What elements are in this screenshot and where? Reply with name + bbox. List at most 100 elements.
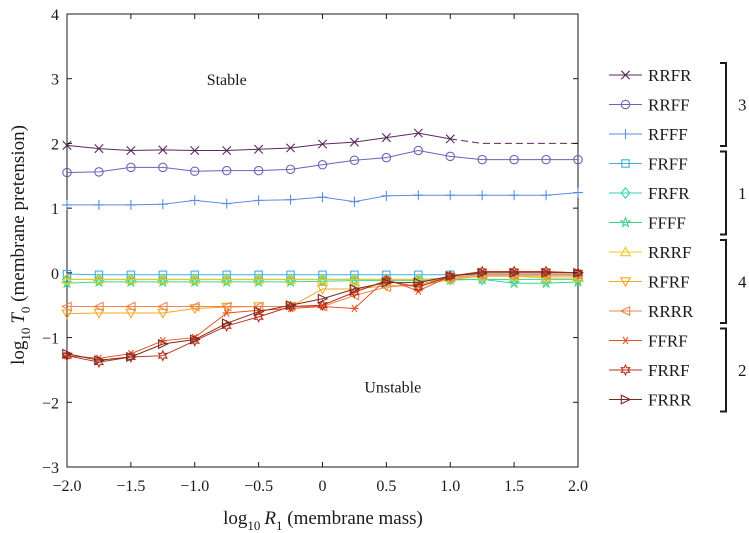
x-tick-label: −1.0: [180, 478, 209, 495]
data-point-rrff: [413, 145, 424, 156]
legend-group-label: 3: [738, 96, 747, 115]
data-point-rrff: [62, 167, 72, 178]
data-point-rrff: [126, 162, 136, 173]
data-point-rrff: [381, 152, 392, 163]
data-point-rfff: [189, 195, 200, 206]
y-axis-label: log10 T0 (membrane pretension): [8, 125, 33, 365]
data-point-frfr: [94, 273, 104, 286]
series-rrfr: [62, 128, 578, 156]
legend-group-label: 1: [738, 184, 747, 203]
data-point-rrff: [94, 167, 104, 177]
data-point-rrff: [317, 160, 328, 170]
data-point-frrr: [317, 293, 329, 304]
series-line-dashed-rrfr: [450, 138, 578, 144]
legend-label-rrff: RRFF: [648, 96, 690, 115]
y-axis-label-log-sub: 10: [18, 328, 33, 341]
data-point-rrfr: [349, 137, 360, 147]
legend-item-rrrr: RRRR: [609, 302, 694, 321]
x-tick-label: −0.5: [244, 478, 273, 495]
data-point-ffrf: [222, 309, 231, 317]
x-tick-label: 0.5: [376, 478, 396, 495]
data-point-frrr: [349, 283, 361, 295]
data-point-frff: [350, 270, 359, 280]
legend-marker-rrfr: [620, 70, 631, 80]
legend-group-bracket: [720, 239, 727, 324]
data-point-rfff: [125, 199, 136, 210]
data-point-rrfr: [158, 145, 168, 155]
legend-item-frff: FRFF: [609, 155, 688, 174]
y-tick-label: −3: [42, 460, 59, 477]
annotations: Stable Unstable: [207, 72, 422, 396]
legend-item-frrr: FRRR: [609, 391, 692, 410]
legend-label-rfrf: RFRF: [648, 273, 690, 292]
plot-area: [60, 13, 585, 468]
data-point-rrff: [285, 164, 296, 175]
series-line-rrfr: [66, 132, 451, 152]
data-point-rfff: [477, 190, 488, 201]
data-point-rfff: [541, 190, 552, 201]
series-line-rfrf: [66, 275, 578, 315]
data-point-rrrr: [188, 301, 200, 312]
data-point-frrr: [285, 300, 297, 311]
data-point-frfr: [285, 273, 296, 286]
series-line-ffff: [66, 278, 579, 284]
data-point-rrrf: [316, 273, 329, 284]
y-axis-label-log: log: [8, 340, 29, 365]
data-point-rrrf: [93, 273, 105, 284]
legend-item-frfr: FRFR: [609, 184, 690, 203]
data-point-rrrf: [284, 273, 297, 284]
legend-item-rfrf: RFRF: [609, 273, 690, 292]
plot-frame: [66, 13, 579, 468]
legend-item-rrrf: RRRF: [609, 243, 691, 262]
data-point-rrff: [477, 154, 487, 165]
data-point-rfff: [381, 190, 392, 201]
data-point-frfr: [349, 273, 360, 286]
x-axis-ticks: −2.0 −1.5 −1.0 −0.5 0 0.5 1.0 1.5 2.0: [52, 14, 588, 495]
y-tick-label: 0: [51, 266, 59, 283]
legend-marker-frff: [621, 159, 630, 168]
data-point-rrrf: [252, 273, 265, 284]
legend-item-rfff: RFFF: [609, 125, 688, 144]
data-point-frfr: [189, 273, 200, 286]
data-point-rrrf: [189, 273, 201, 284]
data-point-rrrr: [61, 301, 72, 312]
data-point-rrff: [190, 166, 200, 177]
data-point-frfr: [221, 273, 232, 286]
data-point-rrfr: [413, 128, 423, 138]
data-point-rfff: [93, 199, 104, 210]
legend-marker-rrrf: [619, 246, 632, 257]
x-axis-label: log10 R1 (membrane mass): [223, 508, 423, 533]
data-point-rrrr: [252, 301, 264, 312]
x-tick-label: 2.0: [568, 478, 588, 495]
data-point-rrrr: [156, 301, 168, 312]
legend-marker-rrrr: [619, 305, 631, 317]
legend-marker-frfr: [620, 186, 631, 200]
legend-label-frrr: FRRR: [648, 391, 692, 410]
series-rfff: [62, 187, 583, 210]
legend-marker-rfff: [620, 129, 631, 139]
data-point-frrr: [445, 271, 457, 282]
legend-marker-frrf: [620, 363, 631, 377]
legend-item-rrff: RRFF: [609, 96, 690, 115]
legend-group-label: 2: [738, 361, 747, 380]
data-point-rrff: [253, 165, 264, 176]
data-point-frff: [414, 270, 423, 280]
legend-label-frfr: FRFR: [648, 184, 690, 203]
y-tick-label: 3: [51, 72, 59, 89]
data-point-ffrf: [350, 304, 359, 313]
legend-item-ffrf: FFRF: [609, 332, 688, 351]
data-point-rrff: [221, 165, 232, 176]
legend-label-rrrf: RRRF: [648, 243, 691, 262]
data-point-rrrr: [92, 301, 104, 312]
x-tick-label: −2.0: [52, 478, 81, 495]
legend-label-rfff: RFFF: [648, 125, 688, 144]
data-point-frrr: [158, 338, 169, 350]
data-point-rrff: [573, 154, 583, 165]
x-axis-label-log: log: [223, 508, 248, 529]
data-point-rfff: [157, 199, 168, 210]
annotation-unstable: Unstable: [364, 380, 421, 397]
annotation-stable: Stable: [207, 72, 247, 89]
y-tick-label: 1: [51, 201, 59, 218]
y-tick-label: −2: [42, 395, 59, 412]
